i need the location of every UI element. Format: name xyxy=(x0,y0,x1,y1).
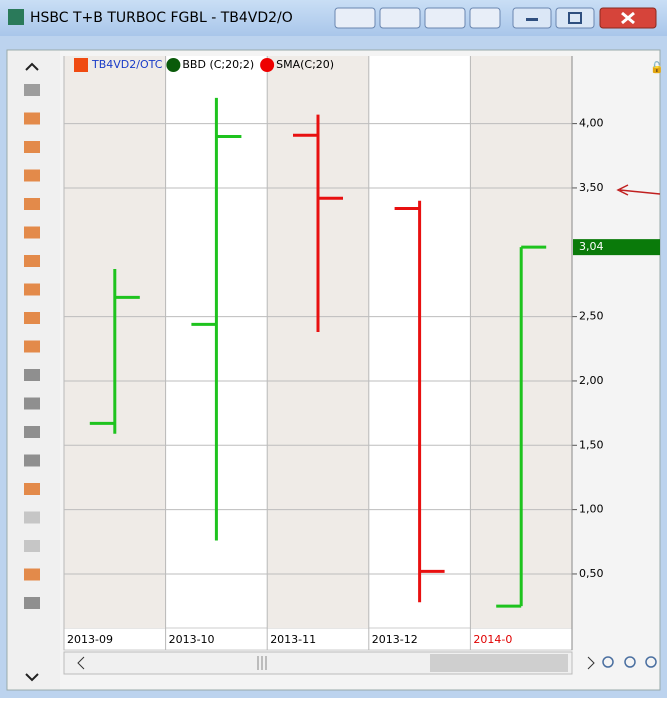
maximize-button[interactable] xyxy=(555,7,595,29)
tool-icon xyxy=(24,169,40,182)
y-tick-label: 1,00 xyxy=(579,503,604,516)
title-tools[interactable] xyxy=(334,7,501,29)
tool-icon xyxy=(24,369,40,381)
close-glyph xyxy=(621,11,635,25)
legend-swatch xyxy=(74,58,88,72)
scroll-thumb[interactable] xyxy=(430,654,568,672)
legend-swatch xyxy=(260,58,275,72)
tool-icon xyxy=(24,454,40,467)
tool-icon xyxy=(24,112,40,125)
x-tick-label: 2013-09 xyxy=(67,633,113,646)
x-tick-label: 2013-10 xyxy=(169,633,215,646)
tool-icon xyxy=(24,426,40,438)
legend-swatch xyxy=(166,58,181,72)
tool-icons[interactable] xyxy=(24,62,40,682)
toolbar-down xyxy=(25,673,39,682)
tool-icon xyxy=(24,141,40,153)
y-tick-label: 2,00 xyxy=(579,374,604,387)
maximize-glyph xyxy=(568,12,582,24)
tool-icon xyxy=(24,283,40,296)
y-tick-label: 1,50 xyxy=(579,438,604,451)
last-value-box xyxy=(573,239,660,256)
y-tick-label: 0,50 xyxy=(579,567,604,580)
x-tick-label: 2013-12 xyxy=(372,633,418,646)
legend-label: TB4VD2/OTC xyxy=(91,58,163,71)
tool-icon xyxy=(24,84,40,96)
tool-icon xyxy=(24,198,40,210)
scroll-grip xyxy=(257,656,267,670)
lock-icon: 🔓 xyxy=(650,61,664,74)
tool-icon xyxy=(24,483,40,495)
legend-label: BBD (C;20;2) xyxy=(182,58,254,71)
legend-label: SMA(C;20) xyxy=(276,58,334,71)
tool-icon xyxy=(24,226,40,239)
y-tick-label: 4,00 xyxy=(579,117,604,130)
y-tick-label: 3,50 xyxy=(579,181,604,194)
scroll-right[interactable] xyxy=(587,656,595,670)
minimize-glyph xyxy=(526,18,538,21)
x-tick-label: 2013-11 xyxy=(270,633,316,646)
tool-icon xyxy=(24,568,40,581)
tool-icon xyxy=(24,540,40,552)
tool-icon xyxy=(24,312,40,324)
window-title: HSBC T+B TURBOC FGBL - TB4VD2/O xyxy=(30,10,293,26)
y-tick-label: 2,50 xyxy=(579,310,604,323)
tool-icon xyxy=(24,597,40,609)
tool-icon xyxy=(24,340,40,353)
tool-icon xyxy=(24,397,40,410)
app-icon xyxy=(8,9,24,25)
x-tick-label: 2014-0 xyxy=(473,633,512,646)
zoom-controls[interactable] xyxy=(602,656,657,668)
annotation-arrow xyxy=(616,184,661,196)
last-value-label: 3,04 xyxy=(579,240,604,253)
tool-icon xyxy=(24,255,40,267)
scroll-left[interactable] xyxy=(77,656,85,670)
tool-icon xyxy=(24,511,40,524)
toolbar-up xyxy=(25,62,39,71)
